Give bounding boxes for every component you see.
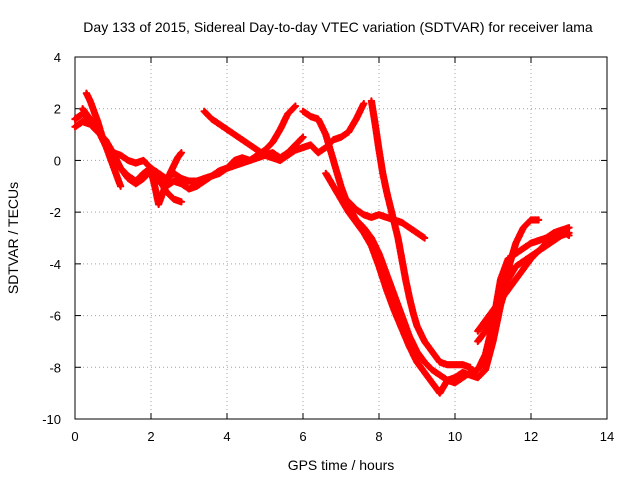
marker-trail (147, 148, 186, 209)
data-series-sat-e (147, 148, 186, 209)
x-tick-label: 14 (600, 429, 614, 444)
x-tick-label: 2 (147, 429, 154, 444)
data-series (71, 89, 573, 397)
plot-frame (74, 56, 608, 420)
y-tick-label: -8 (49, 360, 61, 375)
y-tick-label: -6 (49, 309, 61, 324)
y-tick-label: 2 (54, 102, 61, 117)
marker-trail (337, 190, 429, 242)
y-tick-label: 4 (54, 50, 61, 65)
marker-trail (200, 99, 368, 165)
data-series-sat-j (337, 190, 429, 242)
data-series-sat-i (367, 97, 474, 371)
axis-ticks: 0 2 4 6 8 10 12 14 4 2 0 -2 -4 -6 -8 -10 (42, 50, 614, 444)
y-tick-label: -4 (49, 257, 61, 272)
x-tick-label: 6 (299, 429, 306, 444)
data-series-sat-f (200, 99, 368, 165)
y-tick-label: 0 (54, 153, 61, 168)
x-tick-label: 0 (71, 429, 78, 444)
x-tick-label: 4 (223, 429, 230, 444)
data-series-sat-d (82, 89, 125, 190)
y-axis-label: SDTVAR / TECUs (5, 182, 21, 294)
marker-trail (367, 97, 474, 371)
x-tick-label: 8 (375, 429, 382, 444)
x-axis-label: GPS time / hours (288, 457, 395, 473)
data-series-sat-l (474, 223, 573, 335)
x-tick-label: 12 (524, 429, 538, 444)
x-tick-label: 10 (448, 429, 462, 444)
grid (75, 57, 607, 419)
marker-trail (82, 89, 125, 190)
chart-title: Day 133 of 2015, Sidereal Day-to-day VTE… (83, 19, 593, 35)
y-tick-label: -2 (49, 205, 61, 220)
y-tick-label: -10 (42, 412, 61, 427)
marker-trail (474, 223, 573, 335)
